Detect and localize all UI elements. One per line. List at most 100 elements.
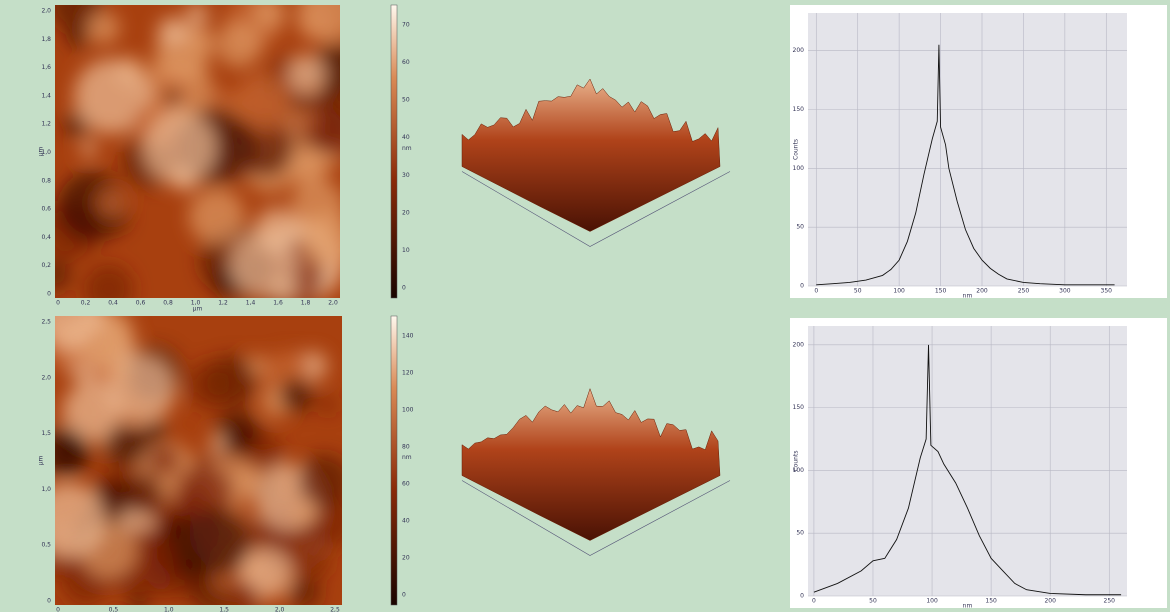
afm-blob	[279, 378, 313, 412]
y-tick-label: 50	[796, 224, 804, 231]
x-tick-label: 1,4	[246, 300, 256, 307]
afm-blob	[122, 473, 163, 514]
surface-3d	[462, 79, 720, 231]
afm-blob	[186, 3, 209, 26]
y-tick-label: 0,6	[41, 206, 51, 213]
colorbar	[391, 5, 397, 298]
plot-area	[808, 13, 1127, 286]
x-tick-label: 250	[1018, 288, 1030, 295]
afm-blob	[103, 424, 145, 466]
afm-blob	[188, 361, 236, 409]
x-tick-label: 2,0	[328, 300, 338, 307]
y-tick-label: 1,2	[41, 121, 51, 128]
afm-blob	[81, 140, 97, 156]
colorbar	[391, 316, 397, 605]
afm-blob	[298, 454, 351, 507]
afm-blob	[292, 502, 315, 525]
y-tick-label: 1,4	[41, 92, 51, 99]
surface-3d	[462, 389, 720, 541]
y-axis-label: µm	[38, 456, 45, 466]
afm-blob	[97, 187, 128, 218]
y-tick-label: 0	[800, 593, 804, 600]
y-tick-label: 1,6	[41, 64, 51, 71]
x-tick-label: 1,0	[164, 607, 174, 612]
x-tick-label: 0,4	[108, 300, 118, 307]
y-tick-label: 2,0	[41, 374, 51, 381]
x-tick-label: 0,6	[136, 300, 146, 307]
afm-blob	[165, 89, 181, 105]
x-tick-label: 1,5	[219, 607, 229, 612]
y-tick-label: 0,4	[41, 234, 51, 241]
y-tick-label: 150	[793, 404, 805, 411]
y-axis-label: µm	[38, 147, 45, 157]
x-tick-label: 0	[56, 607, 60, 612]
afm-blob	[106, 355, 175, 424]
afm-blob	[319, 396, 337, 414]
x-tick-label: 150	[935, 288, 947, 295]
y-tick-label: 1,0	[41, 486, 51, 493]
colorbar-tick-label: 30	[402, 172, 410, 179]
afm-blob	[229, 231, 296, 298]
x-tick-label: 0,5	[109, 607, 119, 612]
afm-blob	[51, 434, 90, 473]
colorbar-tick-label: 20	[402, 555, 410, 562]
x-tick-label: 0	[56, 300, 60, 307]
colorbar-tick-label: 10	[402, 247, 410, 254]
y-tick-label: 0,5	[41, 542, 51, 549]
afm-blob	[90, 365, 113, 388]
colorbar-label: nm	[402, 454, 412, 461]
x-tick-label: 1,6	[273, 300, 283, 307]
y-tick-label: 0	[47, 291, 51, 298]
afm-blob	[113, 364, 130, 381]
x-tick-label: 50	[869, 598, 877, 605]
afm-blob	[288, 576, 321, 609]
afm-blob	[143, 419, 167, 443]
y-tick-label: 2,0	[41, 8, 51, 15]
y-tick-label: 1,5	[41, 430, 51, 437]
y-tick-label: 1,8	[41, 36, 51, 43]
x-tick-label: 50	[854, 288, 862, 295]
colorbar-tick-label: 40	[402, 134, 410, 141]
x-tick-label: 0,8	[163, 300, 173, 307]
colorbar-tick-label: 100	[402, 407, 414, 414]
colorbar-tick-label: 40	[402, 518, 410, 525]
y-tick-label: 100	[793, 165, 805, 172]
colorbar-tick-label: 60	[402, 481, 410, 488]
x-tick-label: 300	[1059, 288, 1071, 295]
x-tick-label: 2,5	[330, 607, 340, 612]
colorbar-tick-label: 70	[402, 22, 410, 29]
x-tick-label: 2,0	[275, 607, 285, 612]
x-tick-label: 350	[1101, 288, 1113, 295]
afm-blob	[67, 26, 88, 47]
afm-blob	[87, 12, 119, 44]
y-tick-label: 150	[793, 106, 805, 113]
colorbar-tick-label: 50	[402, 97, 410, 104]
x-tick-label: 150	[985, 598, 997, 605]
colorbar-tick-label: 120	[402, 370, 414, 377]
figure: 0 0,2 0,4 0,6 0,8 1,0 1,2 1,4 1,6 1,8 2,0 0 0,2 0,4 0,…	[0, 0, 1170, 612]
y-tick-label: 0	[47, 598, 51, 605]
x-tick-label: 0,2	[81, 300, 91, 307]
afm-blob	[310, 101, 366, 157]
afm-blob	[216, 22, 262, 68]
x-tick-label: 250	[1104, 598, 1116, 605]
plot-area	[808, 326, 1127, 596]
x-tick-label: 200	[976, 288, 988, 295]
x-tick-label: 1,8	[301, 300, 311, 307]
colorbar-tick-label: 20	[402, 209, 410, 216]
colorbar-label: nm	[402, 145, 412, 152]
afm-blob	[289, 150, 326, 187]
x-tick-label: 0	[812, 598, 816, 605]
x-tick-label: 100	[893, 288, 905, 295]
y-axis-label: Counts	[793, 451, 800, 472]
afm-blob	[143, 111, 216, 184]
y-tick-label: 200	[793, 47, 805, 54]
x-axis-label: µm	[193, 306, 203, 313]
afm-blob	[189, 189, 245, 245]
afm-blob	[236, 465, 265, 494]
y-tick-label: 50	[796, 530, 804, 537]
colorbar-tick-label: 80	[402, 444, 410, 451]
colorbar-tick-label: 0	[402, 592, 406, 599]
afm-blob	[185, 508, 251, 574]
y-tick-label: 0,2	[41, 262, 51, 269]
